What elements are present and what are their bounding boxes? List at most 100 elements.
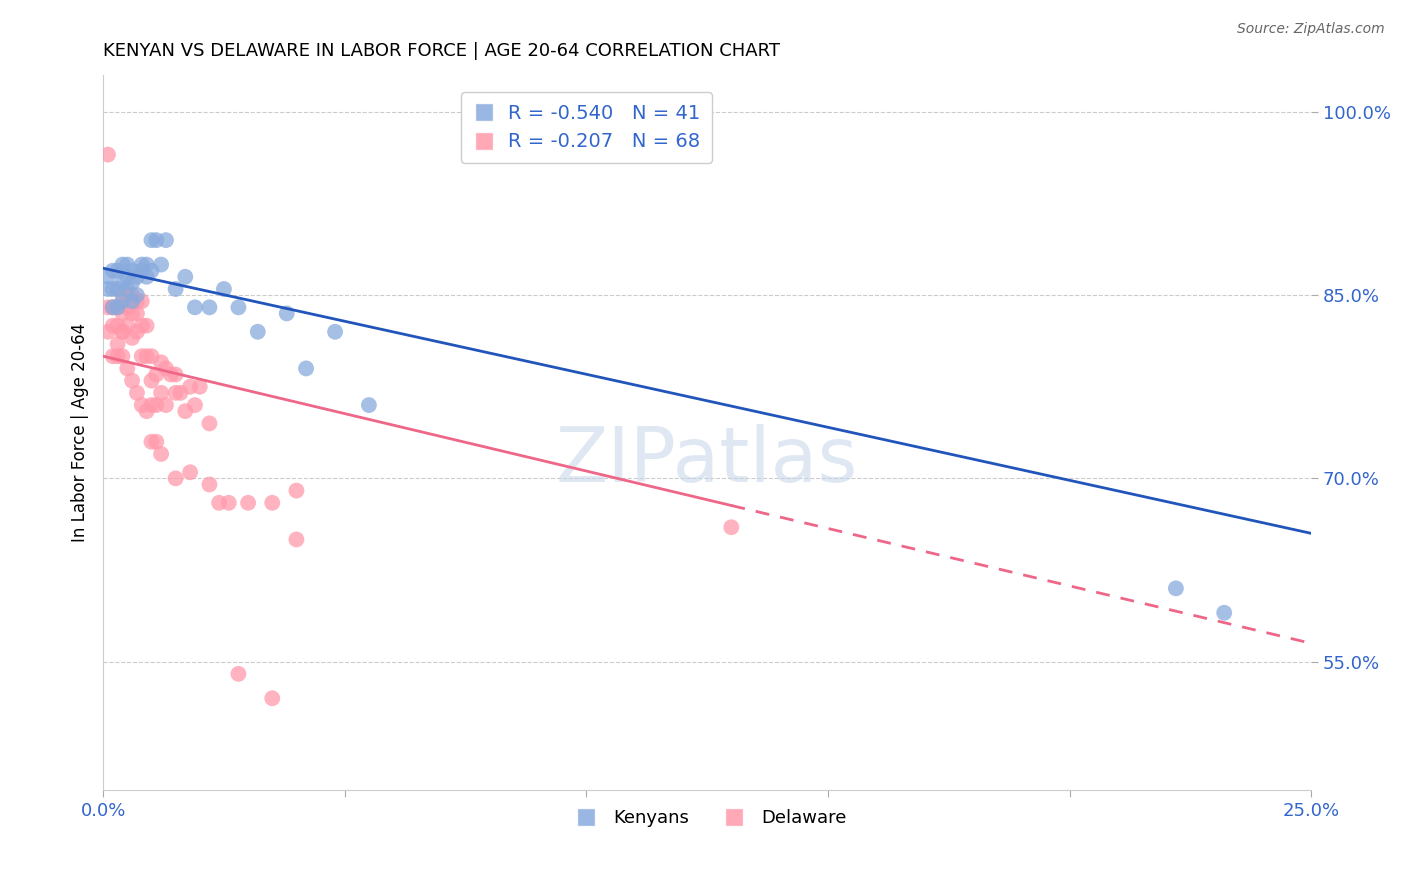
Point [155,398,177,412]
Point [276,306,298,320]
Point [111,276,134,290]
Point [188,380,211,394]
Point [107,282,129,296]
Point [101,301,124,315]
Point [141,349,163,363]
Point [141,398,163,412]
Point [101,263,124,277]
Point [212,282,235,296]
Point [131,258,153,272]
Point [101,301,124,315]
Point [141,263,163,277]
Point [117,318,139,333]
Point [174,269,197,284]
Point [121,306,143,320]
Point [145,434,167,449]
Point [179,465,201,479]
Point [97,269,120,284]
Point [198,301,221,315]
Point [145,233,167,247]
Point [125,288,148,302]
Point [150,355,173,369]
Point [97,325,120,339]
Point [150,258,173,272]
Point [165,282,187,296]
Point [111,306,134,320]
Point [107,301,129,315]
Point [295,361,318,376]
Point [111,294,134,309]
Point [323,325,346,339]
Point [117,361,139,376]
Point [228,301,250,315]
Point [228,666,250,681]
Point [159,368,181,382]
Text: ZIPatlas: ZIPatlas [555,425,858,498]
Point [135,404,157,418]
Point [107,263,129,277]
Point [262,691,284,706]
Point [184,301,207,315]
Point [97,147,120,161]
Point [285,533,308,547]
Point [131,294,153,309]
Point [262,496,284,510]
Point [107,349,129,363]
Y-axis label: In Labor Force | Age 20-64: In Labor Force | Age 20-64 [72,323,89,542]
Point [121,263,143,277]
Text: KENYAN VS DELAWARE IN LABOR FORCE | AGE 20-64 CORRELATION CHART: KENYAN VS DELAWARE IN LABOR FORCE | AGE … [103,42,780,60]
Point [117,282,139,296]
Point [125,306,148,320]
Point [165,385,187,400]
Point [285,483,308,498]
Point [198,477,221,491]
Point [131,398,153,412]
Point [125,269,148,284]
Point [111,325,134,339]
Point [111,288,134,302]
Point [135,258,157,272]
Point [121,294,143,309]
Point [101,282,124,296]
Point [169,385,191,400]
Legend: Kenyans, Delaware: Kenyans, Delaware [561,802,853,835]
Point [141,374,163,388]
Point [107,337,129,351]
Point [145,368,167,382]
Point [208,496,231,510]
Point [101,349,124,363]
Text: Source: ZipAtlas.com: Source: ZipAtlas.com [1237,22,1385,37]
Point [97,301,120,315]
Point [125,385,148,400]
Point [150,447,173,461]
Point [121,331,143,345]
Point [135,349,157,363]
Point [97,282,120,296]
Point [165,471,187,485]
Point [135,318,157,333]
Point [121,288,143,302]
Point [218,496,240,510]
Point [357,398,380,412]
Point [184,398,207,412]
Point [1213,606,1236,620]
Point [141,233,163,247]
Point [101,318,124,333]
Point [111,258,134,272]
Point [165,368,187,382]
Point [107,301,129,315]
Point [117,258,139,272]
Point [131,318,153,333]
Point [131,263,153,277]
Point [101,301,124,315]
Point [155,233,177,247]
Point [198,417,221,431]
Point [236,496,259,510]
Point [720,520,742,534]
Point [117,301,139,315]
Point [125,294,148,309]
Point [141,434,163,449]
Point [179,380,201,394]
Point [117,269,139,284]
Point [155,361,177,376]
